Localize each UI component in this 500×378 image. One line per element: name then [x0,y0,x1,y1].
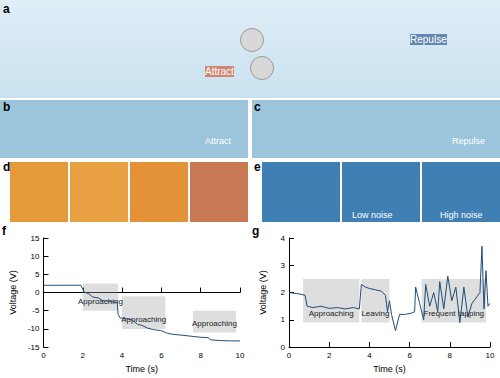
svg-text:Time (s): Time (s) [373,364,406,374]
svg-text:-10: -10 [28,324,40,333]
svg-text:10: 10 [31,252,40,261]
svg-text:0: 0 [35,288,40,297]
html-text:Repulse: Repulse [410,34,447,45]
svg-text:10: 10 [236,351,245,360]
html-text:d: d [3,160,11,174]
html-text:Attract: Attract [205,66,234,77]
html-text:Attract: Attract [205,136,231,146]
svg-text:6: 6 [407,351,412,360]
svg-text:4: 4 [367,351,372,360]
html-text:g: g [252,224,260,238]
svg-text:2: 2 [81,351,86,360]
svg-text:0: 0 [281,343,286,352]
svg-text:8: 8 [198,351,203,360]
svg-text:5: 5 [35,270,40,279]
svg-text:3: 3 [281,261,286,270]
svg-text:Voltage (V): Voltage (V) [8,270,18,315]
svg-text:0: 0 [41,351,46,360]
svg-text:0: 0 [287,351,292,360]
svg-text:Frequent tapping: Frequent tapping [424,309,485,318]
svg-text:Approaching: Approaching [192,319,237,328]
svg-text:Approaching: Approaching [78,297,123,306]
html-text:c: c [254,100,261,114]
svg-text:2: 2 [327,351,332,360]
svg-text:Approaching: Approaching [309,309,354,318]
svg-text:-5: -5 [32,306,40,315]
svg-text:15: 15 [31,234,40,243]
svg-text:4: 4 [120,351,125,360]
html-text:e: e [254,160,261,174]
svg-text:10: 10 [486,351,495,360]
svg-text:Leaving: Leaving [361,309,389,318]
html-text:a: a [3,2,10,16]
svg-text:Time (s): Time (s) [125,364,158,374]
html-text:Repulse: Repulse [452,136,485,146]
svg-text:-15: -15 [28,343,40,352]
html-text:b: b [3,100,11,114]
svg-text:Approaching: Approaching [121,315,166,324]
svg-text:Voltage (V): Voltage (V) [258,270,268,315]
html-text:Low noise: Low noise [352,210,393,220]
svg-text:1: 1 [281,315,286,324]
svg-text:8: 8 [448,351,453,360]
svg-text:6: 6 [159,351,164,360]
svg-text:2: 2 [281,288,286,297]
svg-text:4: 4 [281,234,286,243]
html-text:High noise: High noise [440,210,483,220]
html-text:f: f [2,224,6,238]
